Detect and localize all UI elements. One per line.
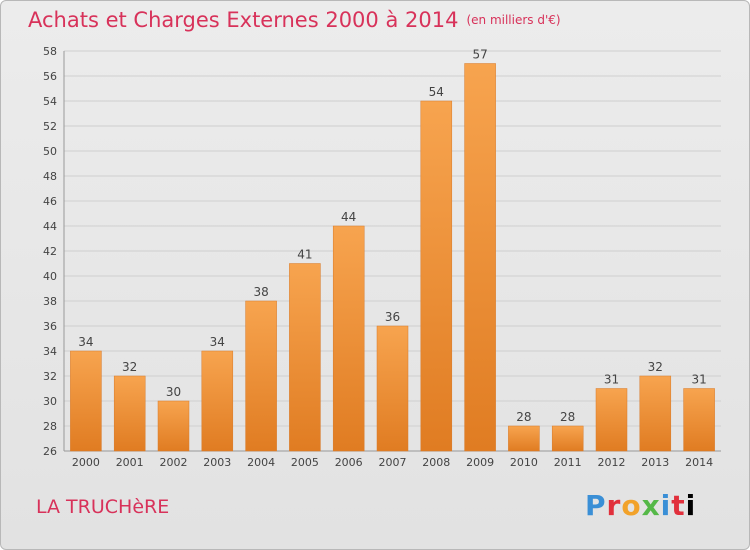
y-axis-ticks: 26 28 30 32 34 36 38 40 42 44 46 48 50 52 54 56 58	[43, 45, 57, 458]
x-tick-label: 2008	[422, 456, 450, 469]
data-label-2011: 28	[560, 410, 575, 424]
chart-subtitle: (en milliers d'€)	[466, 13, 561, 27]
bar-2006	[332, 225, 365, 452]
data-label-2014: 31	[691, 373, 706, 387]
bar-2000	[70, 350, 102, 452]
x-tick-label: 2010	[510, 456, 538, 469]
data-label-2006: 44	[341, 210, 356, 224]
bar-2003	[201, 350, 234, 452]
data-label-2009: 57	[472, 48, 487, 62]
bar-2013	[639, 375, 672, 452]
x-tick-label: 2013	[641, 456, 669, 469]
logo-letter: x	[641, 489, 661, 522]
y-tick-label: 58	[43, 45, 57, 58]
data-label-2012: 31	[604, 373, 619, 387]
x-tick-label: 2005	[291, 456, 319, 469]
bar-2009	[464, 63, 496, 452]
bar-2007	[376, 325, 409, 452]
bar-2008	[420, 100, 453, 452]
logo-letter: P	[585, 489, 607, 522]
y-tick-label: 46	[43, 195, 57, 208]
logo-letter: r	[606, 489, 622, 522]
x-tick-label: 2002	[160, 456, 188, 469]
chart-title: Achats et Charges Externes 2000 à 2014 (e…	[28, 8, 561, 32]
y-tick-label: 32	[43, 370, 57, 383]
bar-2005	[289, 263, 321, 452]
data-label-2010: 28	[516, 410, 531, 424]
x-tick-label: 2011	[554, 456, 582, 469]
bar-2012	[595, 388, 628, 452]
logo-letter: i	[685, 489, 697, 522]
data-label-2004: 38	[253, 285, 268, 299]
x-tick-label: 2009	[466, 456, 494, 469]
y-tick-label: 36	[43, 320, 57, 333]
y-tick-label: 54	[43, 95, 57, 108]
x-tick-label: 2000	[72, 456, 100, 469]
bar-2014	[683, 388, 715, 452]
bar-2001	[113, 375, 146, 452]
data-label-2002: 30	[166, 385, 181, 399]
y-tick-label: 28	[43, 420, 57, 433]
data-label-2001: 32	[122, 360, 137, 374]
bar-2010	[508, 425, 540, 452]
y-tick-label: 50	[43, 145, 57, 158]
x-tick-label: 2003	[203, 456, 231, 469]
y-tick-label: 42	[43, 245, 57, 258]
y-tick-label: 52	[43, 120, 57, 133]
bar-2011	[551, 425, 584, 452]
x-tick-label: 2006	[335, 456, 363, 469]
x-tick-label: 2014	[685, 456, 713, 469]
x-tick-label: 2001	[116, 456, 144, 469]
data-label-2000: 34	[78, 335, 93, 349]
bar-2002	[157, 400, 190, 452]
data-label-2008: 54	[429, 85, 444, 99]
logo-letter: t	[671, 489, 686, 522]
x-tick-label: 2007	[379, 456, 407, 469]
y-tick-label: 40	[43, 270, 57, 283]
proxiti-logo: Proxiti	[585, 489, 696, 522]
data-label-2005: 41	[297, 248, 312, 262]
y-tick-label: 38	[43, 295, 57, 308]
y-tick-label: 26	[43, 445, 57, 458]
y-tick-label: 48	[43, 170, 57, 183]
chart-title-text: Achats et Charges Externes 2000 à 2014	[28, 8, 459, 32]
data-labels: 34 32 30 34 38 41 44 36 54 57 28 28 31 32 31	[78, 48, 706, 425]
y-tick-label: 44	[43, 220, 57, 233]
data-label-2003: 34	[210, 335, 225, 349]
bars	[70, 63, 715, 452]
x-axis-ticks: 2000 2001 2002 2003 2004 2005 2006 2007 2008 2009…	[72, 456, 713, 469]
bar-2004	[245, 300, 277, 452]
place-name: LA TRUCHèRE	[36, 496, 170, 518]
data-label-2007: 36	[385, 310, 400, 324]
y-tick-label: 34	[43, 345, 57, 358]
logo-letter: o	[621, 489, 642, 522]
x-tick-label: 2012	[598, 456, 626, 469]
data-label-2013: 32	[648, 360, 663, 374]
y-tick-label: 30	[43, 395, 57, 408]
x-tick-label: 2004	[247, 456, 275, 469]
logo-letter: i	[660, 489, 672, 522]
y-tick-label: 56	[43, 70, 57, 83]
